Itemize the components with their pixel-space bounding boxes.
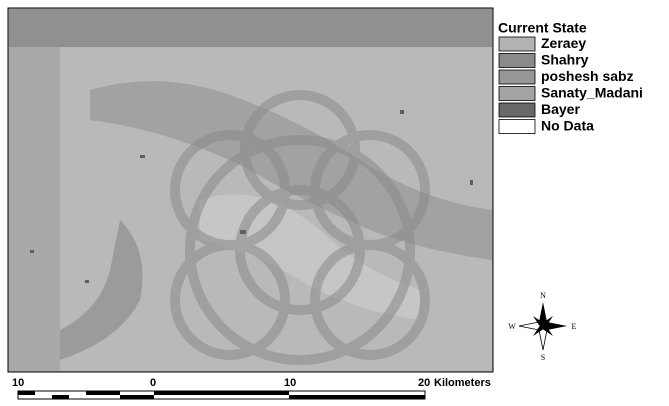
- legend-swatch: [499, 103, 535, 117]
- legend-swatch: [499, 54, 535, 68]
- compass-n: N: [540, 291, 546, 300]
- legend-swatch: [499, 87, 535, 101]
- legend-label: No Data: [541, 118, 594, 134]
- legend-label: Shahry: [541, 52, 589, 68]
- legend-label: poshesh sabz: [541, 68, 634, 84]
- legend-swatch: [499, 70, 535, 84]
- scale-bar: 10 0 10 20 Kilometers: [12, 377, 491, 399]
- legend-swatch: [499, 37, 535, 51]
- legend-swatch: [499, 120, 535, 134]
- legend-label: Sanaty_Madani: [541, 85, 643, 101]
- compass-w: W: [508, 322, 516, 331]
- scale-unit: Kilometers: [434, 377, 491, 389]
- scale-label: 10: [284, 377, 296, 389]
- legend-label: Bayer: [541, 101, 580, 117]
- compass-s: S: [541, 353, 545, 362]
- compass: N S W E: [508, 291, 576, 362]
- legend-title: Current State: [498, 20, 587, 36]
- scale-label: 10: [12, 377, 24, 389]
- scale-label: 20: [418, 377, 430, 389]
- scale-label: 0: [150, 377, 156, 389]
- legend-label: Zeraey: [541, 35, 586, 51]
- map-frame: [8, 8, 493, 372]
- compass-e: E: [572, 322, 577, 331]
- map-layout: Current State ZeraeyShahryposhesh sabzSa…: [0, 0, 669, 406]
- map-page: Current State ZeraeyShahryposhesh sabzSa…: [0, 0, 669, 406]
